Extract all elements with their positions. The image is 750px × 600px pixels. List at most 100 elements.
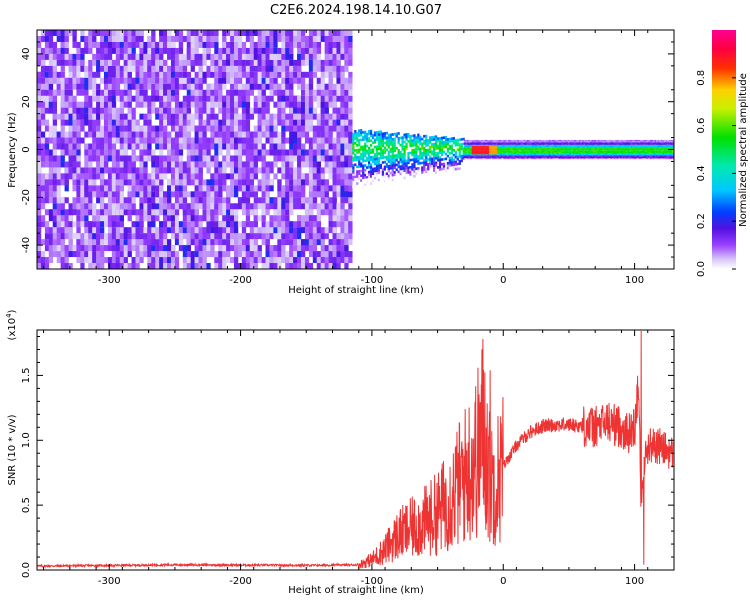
spectrogram-cell <box>115 53 121 66</box>
spectrogram-cell <box>64 35 69 42</box>
spectrogram-cell <box>381 156 385 160</box>
spectrogram-cell <box>580 151 583 154</box>
spectrogram-cell <box>485 155 488 157</box>
spectrogram-cell <box>489 143 491 145</box>
spectrogram-cell <box>391 133 394 136</box>
spectrogram-cell <box>393 154 396 157</box>
spectrogram-cell <box>344 149 349 162</box>
spectrogram-cell <box>300 35 306 42</box>
spectrogram-cell <box>127 185 132 192</box>
spectrogram-cell <box>572 145 575 148</box>
spectrogram-cell <box>182 101 188 108</box>
spectrogram-cell <box>202 30 207 36</box>
spectrogram-cell <box>206 30 211 36</box>
spectrogram-cell <box>80 137 85 144</box>
spectrogram-cell <box>593 148 595 150</box>
spectrogram-cell <box>293 113 298 120</box>
spectrogram-cell <box>425 137 428 140</box>
spectrogram-cell <box>526 142 529 144</box>
spectrogram-cell <box>261 161 266 168</box>
spectrogram-cell <box>273 137 278 144</box>
spectrogram-cell <box>84 65 89 72</box>
spectrogram-cell <box>578 151 581 154</box>
spectrogram-cell <box>366 166 369 169</box>
spectrogram-cell <box>332 113 337 120</box>
spectrogram-cell <box>423 139 426 143</box>
spectrogram-cell <box>454 155 457 159</box>
spectrogram-cell <box>261 203 266 210</box>
spectrogram-cell <box>405 161 408 165</box>
spectrogram-cell <box>436 166 440 169</box>
spectrogram-cell <box>135 167 140 174</box>
spectrogram-cell <box>40 215 46 222</box>
spectrogram-cell <box>80 179 85 186</box>
spectrogram-cell <box>530 149 532 151</box>
spectrogram-cell <box>456 138 459 142</box>
spectrogram-cell <box>119 71 124 78</box>
spectrogram-cell <box>493 150 496 153</box>
spectrogram-cell <box>151 257 156 264</box>
spectrogram-cell <box>210 191 215 198</box>
spectrogram-cell <box>194 71 199 78</box>
spectrogram-cell <box>501 149 504 151</box>
spectrogram-cell <box>493 139 496 142</box>
spectrogram-cell <box>123 83 128 90</box>
spectrogram-cell <box>545 143 548 145</box>
spectrogram-cell <box>613 142 616 144</box>
spectrogram-cell <box>569 147 572 149</box>
spectrogram-cell <box>577 153 580 155</box>
spectrogram-cell <box>548 155 551 157</box>
spectrogram-cell <box>352 132 355 136</box>
spectrogram-cell <box>163 30 168 36</box>
spectrogram-cell <box>600 148 603 150</box>
spectrogram-cell <box>387 155 390 159</box>
spectrogram-cell <box>373 181 377 185</box>
spectrogram-cell <box>616 147 619 149</box>
spectrogram-cell <box>80 35 85 42</box>
spectrogram-cell <box>489 147 491 149</box>
spectrogram-cell <box>577 147 580 149</box>
spectrogram-cell <box>159 251 164 258</box>
spectrogram-cell <box>269 95 274 102</box>
spectrogram-cell <box>517 147 520 149</box>
spectrogram-cell <box>511 145 514 148</box>
spectrogram-cell <box>234 95 239 102</box>
spectrogram-cell <box>324 149 329 162</box>
spectrogram-cell <box>563 151 566 154</box>
spectrogram-cell <box>566 144 569 147</box>
spectrogram-cell <box>174 125 180 132</box>
spectrogram-cell <box>541 141 543 143</box>
spectrogram-cell <box>558 154 561 156</box>
spectrogram-cell <box>289 227 294 234</box>
spectrogram-cell <box>324 53 329 60</box>
spectrogram-cell <box>360 169 363 173</box>
spectrogram-cell <box>344 113 349 120</box>
spectrogram-cell <box>528 139 531 142</box>
spectrogram-cell <box>564 148 567 150</box>
spectrogram-cell <box>40 179 46 192</box>
spectrogram-cell <box>379 132 383 136</box>
spectrogram-cell <box>52 185 58 192</box>
spectrogram-cell <box>585 149 588 151</box>
spectrogram-cell <box>297 95 302 102</box>
spectrogram-cell <box>586 156 589 158</box>
spectrogram-cell <box>111 179 117 192</box>
spectrogram-cell <box>389 164 392 168</box>
spectrogram-cell <box>417 167 420 170</box>
spectrogram-cell <box>552 141 554 143</box>
spectrogram-cell <box>289 107 294 114</box>
spectrogram-cell <box>405 137 408 141</box>
spectrogram-cell <box>375 164 379 168</box>
spectrogram-cell <box>366 180 369 184</box>
spectrogram-cell <box>111 41 117 54</box>
spectrogram-cell <box>332 239 337 246</box>
spectrogram-cell <box>135 53 140 60</box>
spectrogram-cell <box>312 89 318 96</box>
spectrogram-cell <box>479 144 482 147</box>
spectrogram-cell <box>465 149 468 151</box>
spectrogram-cell <box>427 158 430 161</box>
spectrogram-cell <box>596 141 599 143</box>
spectrogram-cell <box>395 156 398 160</box>
spectrogram-cell <box>575 153 578 155</box>
spectrogram-cell <box>556 151 559 154</box>
